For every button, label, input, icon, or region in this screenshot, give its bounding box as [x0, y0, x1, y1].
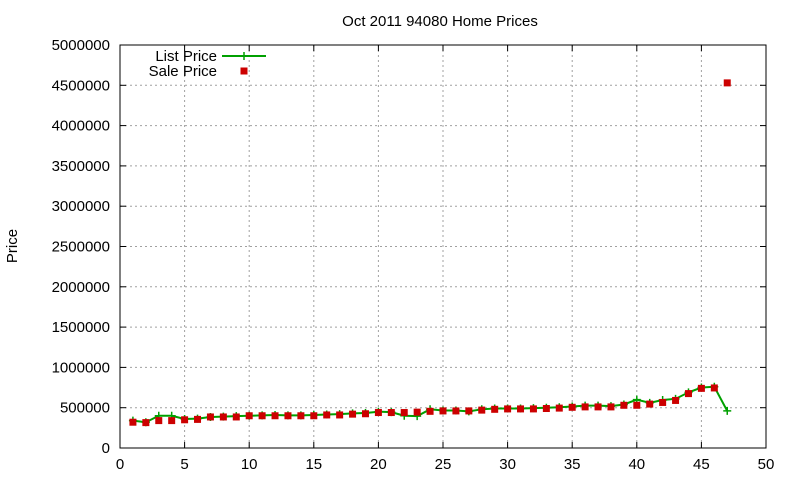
legend-marker-sale-price [240, 67, 248, 75]
sale-price-point [529, 405, 537, 413]
sale-price-point [181, 416, 189, 424]
sale-price-point [271, 412, 279, 420]
sale-price-point [659, 398, 667, 406]
y-tick-label: 4000000 [52, 118, 110, 135]
sale-price-point [245, 412, 253, 420]
sale-price-point [517, 405, 525, 413]
sale-price-point [194, 415, 202, 423]
sale-price-point [310, 412, 318, 420]
y-tick-label: 0 [102, 440, 110, 457]
sale-price-point [697, 384, 705, 392]
sale-price-point [504, 405, 512, 413]
sale-price-point [400, 409, 408, 417]
sale-price-point [142, 419, 150, 427]
sale-price-point [607, 403, 615, 411]
sale-price-point [568, 403, 576, 411]
x-tick-label: 15 [305, 456, 322, 473]
sale-price-point [129, 418, 137, 426]
sale-price-point [206, 413, 214, 421]
sale-price-point [633, 401, 641, 409]
sale-price-point [155, 417, 163, 425]
y-tick-label: 3500000 [52, 158, 110, 175]
y-tick-label: 500000 [60, 400, 110, 417]
sale-price-point [284, 412, 292, 420]
x-tick-label: 5 [180, 456, 188, 473]
sale-price-point [323, 411, 331, 419]
x-tick-label: 35 [564, 456, 581, 473]
sale-price-point [387, 409, 395, 417]
x-tick-label: 50 [758, 456, 775, 473]
sale-price-point [452, 407, 460, 415]
y-tick-label: 1000000 [52, 359, 110, 376]
legend: List Price Sale Price [149, 48, 266, 80]
y-tick-label: 2500000 [52, 239, 110, 256]
sale-price-point [232, 413, 240, 421]
x-tick-label: 40 [628, 456, 645, 473]
sale-price-point [297, 412, 305, 420]
y-tick-label: 2000000 [52, 279, 110, 296]
x-tick-label: 45 [693, 456, 710, 473]
x-tick-label: 20 [370, 456, 387, 473]
y-tick-label: 1500000 [52, 319, 110, 336]
sale-price-point [361, 410, 369, 418]
sale-price-point [465, 407, 473, 415]
sale-price-point [413, 408, 421, 416]
sale-price-point [684, 390, 692, 398]
y-axis-label: Price [4, 229, 21, 263]
legend-marker-list-price [240, 52, 248, 60]
sale-price-point [478, 406, 486, 414]
sale-price-point [219, 413, 227, 421]
sale-price-point [646, 400, 654, 408]
x-tick-label: 10 [241, 456, 258, 473]
x-tick-label: 30 [499, 456, 516, 473]
list-price-point [723, 406, 732, 415]
sale-price-point [581, 403, 589, 411]
y-tick-label: 4500000 [52, 77, 110, 94]
sale-price-point [672, 396, 680, 404]
sale-price-point [594, 403, 602, 411]
axis-ticks: 0 5 10 15 20 25 30 35 40 45 50 0 500000 1000000 150000… [52, 37, 775, 473]
sale-price-point [426, 407, 434, 415]
sale-price-point [555, 404, 563, 412]
legend-label-list-price: List Price [155, 48, 217, 65]
chart-title: Oct 2011 94080 Home Prices [342, 13, 538, 30]
legend-label-sale-price: Sale Price [149, 63, 217, 80]
y-tick-label: 3000000 [52, 198, 110, 215]
sale-price-point [723, 79, 731, 87]
sale-price-point [439, 407, 447, 415]
sale-price-point [710, 384, 718, 392]
sale-price-point [258, 412, 266, 420]
grid [120, 45, 766, 448]
x-tick-label: 25 [435, 456, 452, 473]
sale-price-point [349, 410, 357, 418]
y-tick-label: 5000000 [52, 37, 110, 54]
sale-price-point [542, 405, 550, 413]
series-layer [128, 79, 732, 427]
sale-price-point [620, 401, 628, 409]
sale-price-point [491, 405, 499, 413]
sale-price-point [336, 411, 344, 419]
sale-price-point [168, 417, 176, 425]
x-tick-label: 0 [116, 456, 124, 473]
sale-price-point [374, 409, 382, 417]
